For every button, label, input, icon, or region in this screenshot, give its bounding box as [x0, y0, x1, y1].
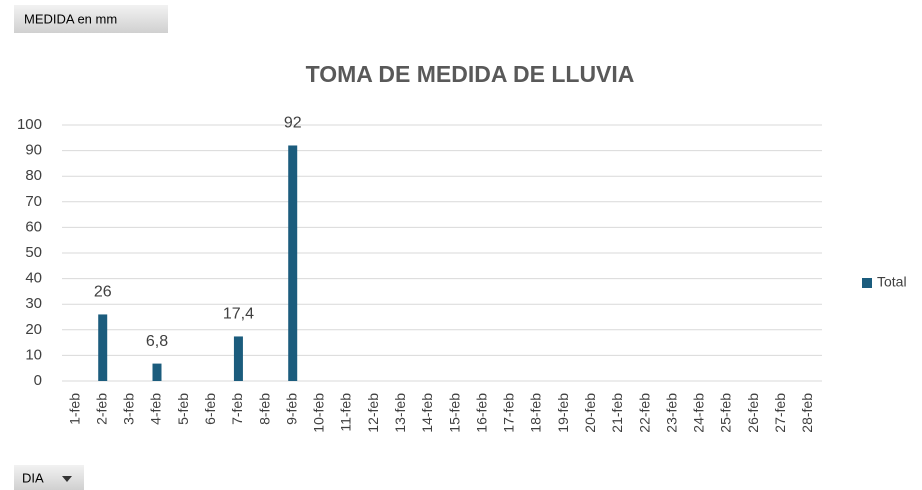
value-field-button[interactable] [14, 5, 168, 33]
y-tick-label: 100 [17, 116, 42, 133]
data-label: 17,4 [223, 306, 254, 323]
axis-field-label: DIA [22, 470, 44, 485]
chart-title: TOMA DE MEDIDA DE LLUVIA [306, 61, 635, 87]
x-tick-label: 20-feb [582, 393, 598, 433]
y-tick-label: 60 [25, 218, 42, 235]
x-tick-label: 9-feb [283, 393, 299, 425]
x-tick-label: 22-feb [636, 393, 652, 433]
data-label: 92 [284, 115, 302, 132]
value-field-label: MEDIDA en mm [24, 11, 117, 26]
axis-field-button[interactable] [14, 465, 84, 490]
y-tick-label: 10 [25, 346, 42, 363]
x-tick-label: 13-feb [392, 393, 408, 433]
x-tick-label: 16-feb [473, 393, 489, 433]
x-tick-label: 5-feb [175, 393, 191, 425]
y-tick-label: 20 [25, 321, 42, 338]
x-tick-label: 21-feb [609, 393, 625, 433]
x-tick-label: 26-feb [745, 393, 761, 433]
x-tick-label: 19-feb [555, 393, 571, 433]
y-tick-label: 30 [25, 295, 42, 312]
x-tick-label: 17-feb [501, 393, 517, 433]
legend-label: Total [877, 274, 907, 290]
bar [98, 314, 108, 381]
x-tick-label: 8-feb [256, 393, 272, 425]
y-tick-label: 70 [25, 193, 42, 210]
x-tick-label: 12-feb [365, 393, 381, 433]
y-tick-label: 50 [25, 244, 42, 261]
x-tick-label: 10-feb [311, 393, 327, 433]
x-tick-label: 1-feb [66, 393, 82, 425]
x-tick-label: 4-feb [148, 393, 164, 425]
x-tick-label: 23-feb [663, 393, 679, 433]
x-tick-label: 7-feb [229, 393, 245, 425]
bar [233, 336, 243, 381]
bar [288, 145, 298, 381]
x-tick-label: 15-feb [446, 393, 462, 433]
x-tick-label: 11-feb [338, 393, 354, 432]
x-tick-label: 18-feb [528, 393, 544, 433]
y-tick-label: 90 [25, 142, 42, 159]
x-tick-label: 25-feb [718, 393, 734, 433]
dropdown-arrow [62, 476, 72, 482]
data-label: 6,8 [146, 333, 168, 350]
x-tick-label: 3-feb [121, 393, 137, 425]
x-tick-label: 6-feb [202, 393, 218, 425]
y-tick-label: 80 [25, 167, 42, 184]
y-tick-label: 0 [34, 372, 42, 389]
x-tick-label: 24-feb [691, 393, 707, 433]
x-tick-label: 28-feb [799, 393, 815, 433]
x-tick-label: 14-feb [419, 393, 435, 433]
bar [152, 363, 162, 381]
x-tick-label: 2-feb [93, 393, 109, 425]
data-label: 26 [94, 284, 112, 301]
y-tick-label: 40 [25, 270, 42, 287]
x-tick-label: 27-feb [772, 393, 788, 433]
legend-swatch [862, 278, 872, 288]
